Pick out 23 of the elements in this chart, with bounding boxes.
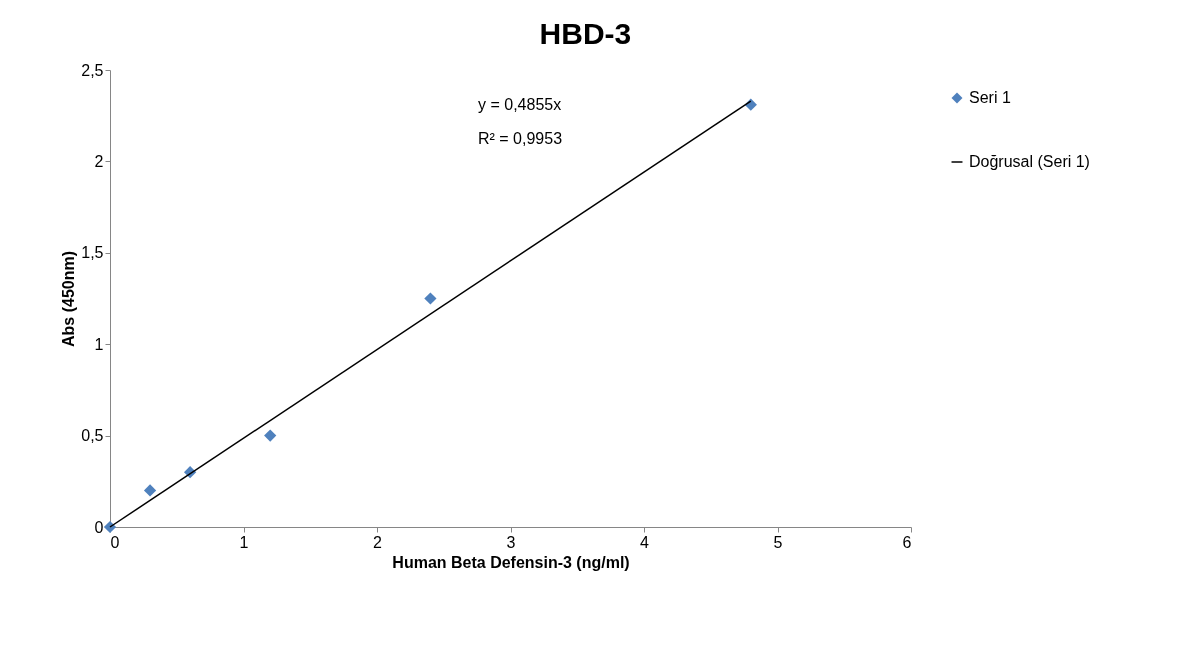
x-tick-label: 5 bbox=[773, 533, 783, 551]
x-tick-label: 6 bbox=[902, 533, 912, 551]
y-tick-label: 2,5 bbox=[81, 61, 104, 79]
point bbox=[424, 292, 437, 305]
legend-label: Doğrusal (Seri 1) bbox=[969, 153, 1090, 170]
x-tick-label: 2 bbox=[373, 533, 383, 551]
point bbox=[143, 484, 157, 497]
x-tick-label: 4 bbox=[640, 533, 650, 551]
point bbox=[264, 429, 277, 442]
y-axis-title: Abs (450nm) bbox=[60, 250, 78, 348]
x-tick-label: 3 bbox=[506, 533, 516, 551]
y-tick-label: 1,5 bbox=[81, 244, 104, 262]
x-tick-label: 0 bbox=[110, 533, 120, 551]
y-tick-label: 1 bbox=[94, 335, 104, 353]
annotation: y = 0,4855x bbox=[478, 96, 562, 113]
annotation: R² = 0,9953 bbox=[478, 130, 563, 147]
y-tick-label: 2 bbox=[94, 152, 104, 170]
y-tick-label: 0 bbox=[94, 518, 104, 536]
x-tick-label: 1 bbox=[239, 533, 249, 551]
x-axis-title: Human Beta Defensin-3 (ng/ml) bbox=[392, 553, 630, 571]
chart-title: HBD-3 bbox=[539, 17, 632, 50]
y-tick-label: 0,5 bbox=[81, 427, 104, 445]
legend-label: Seri 1 bbox=[969, 89, 1011, 106]
